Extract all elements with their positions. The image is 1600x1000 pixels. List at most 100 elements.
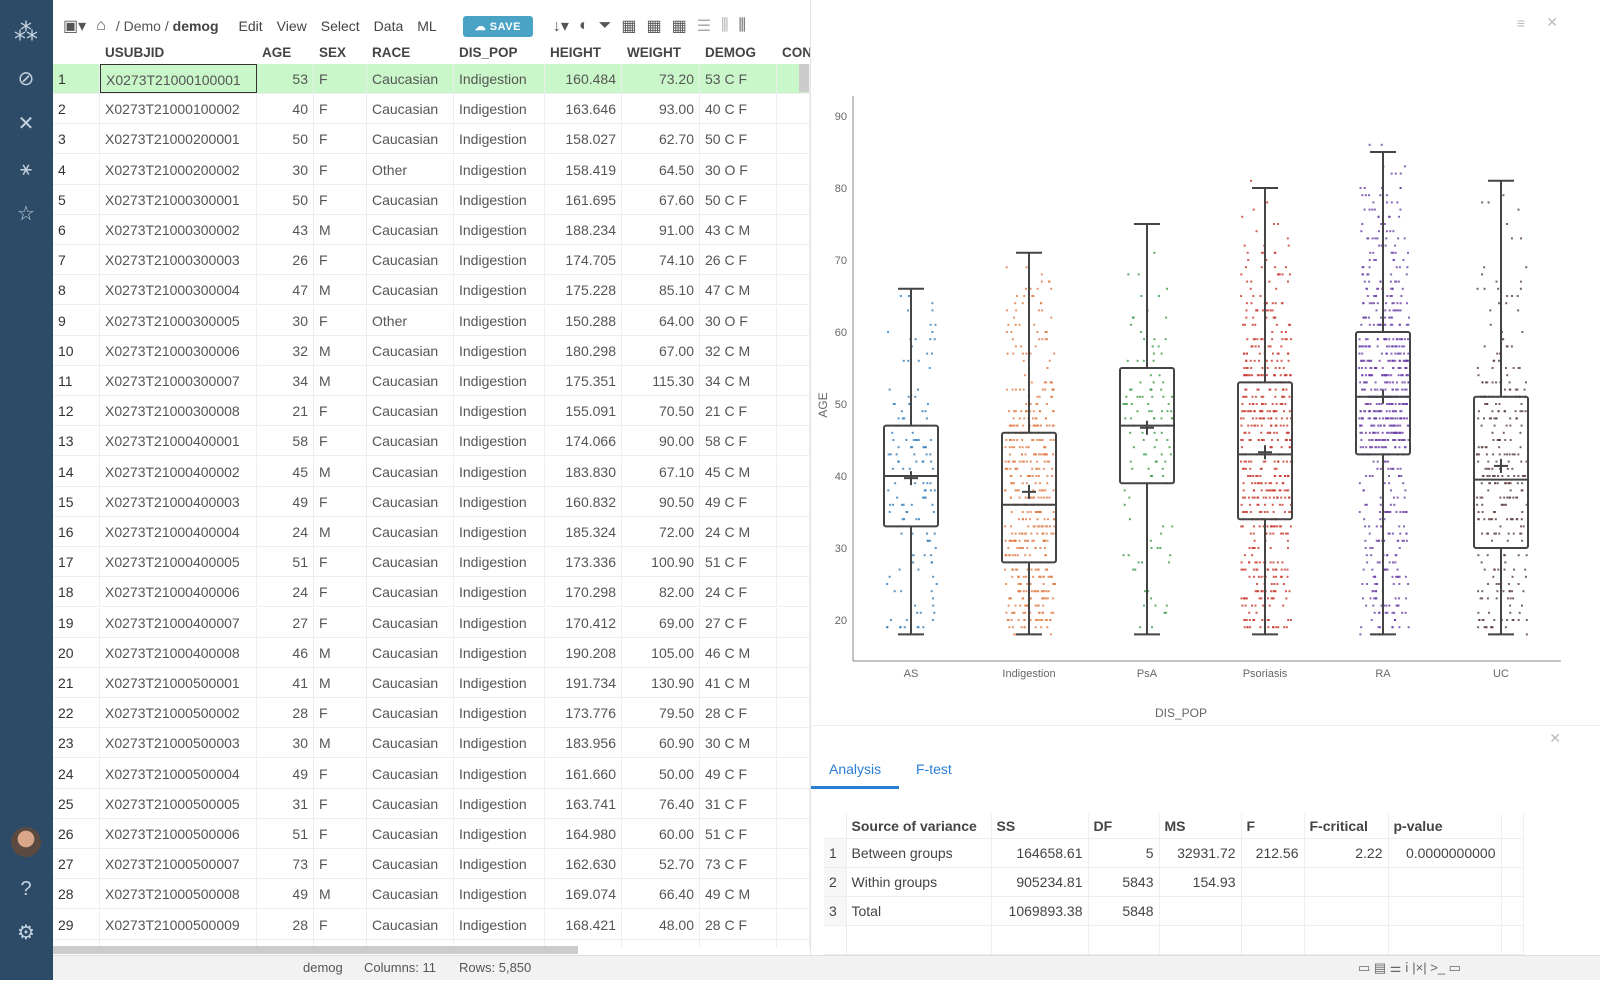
grid-cell[interactable]: F [314,396,367,426]
grid-cell[interactable]: M [314,668,367,697]
table-row[interactable]: 20 X0273T21000400008 46 M Caucasian Indigesti… [53,637,810,668]
grid-cell[interactable]: F [314,758,367,788]
anova-column-header[interactable]: p-value [1388,814,1502,839]
anova-cell[interactable]: 1 [824,838,847,868]
grid-cell[interactable]: 25 [53,788,100,818]
grid-cell[interactable] [777,275,810,305]
anova-cell[interactable] [1159,896,1242,926]
close-panel-icon[interactable]: ✕ [1549,730,1561,746]
grid-cell[interactable]: Indigestion [454,637,545,667]
grid-cell[interactable] [257,939,314,947]
grid-cell[interactable] [777,607,810,637]
grid-cell[interactable]: F [314,426,367,456]
grid-cell[interactable]: 64.00 [622,305,700,335]
grid-cell[interactable]: 28 [53,879,100,909]
grid-cell[interactable]: 28 C F [700,698,777,728]
grid-cell[interactable]: 93.00 [622,94,700,124]
grid-cell[interactable]: X0273T21000500002 [100,698,257,728]
grid-cell[interactable]: 32 C M [700,335,777,365]
anova-cell[interactable]: 1069893.38 [991,896,1089,926]
table-row[interactable]: 26 X0273T21000500006 51 F Caucasian Indigesti… [53,819,810,849]
grid-cell[interactable] [314,939,367,947]
anova-cell[interactable]: 2.22 [1304,838,1389,868]
grid-cell[interactable]: 105.00 [622,637,700,667]
grid-cell[interactable]: Caucasian [367,909,454,939]
grid-cell[interactable] [777,849,810,879]
grid-cell[interactable]: Caucasian [367,366,454,395]
grid-cell[interactable]: 49 C M [700,879,777,909]
grid-cell[interactable]: Caucasian [367,64,454,93]
grid-cell[interactable]: 161.695 [545,184,622,214]
grid-cell[interactable]: X0273T21000400004 [100,517,257,546]
anova-cell[interactable]: 154.93 [1159,867,1242,897]
layout-grid-icon[interactable]: ▦ [621,18,637,35]
table-row[interactable]: 12 X0273T21000300008 21 F Caucasian Indigesti… [53,396,810,427]
grid-cell[interactable]: Caucasian [367,879,454,909]
grid-cell[interactable] [777,758,810,788]
grid-cell[interactable]: 8 [53,275,100,305]
grid-cell[interactable]: 9 [53,305,100,335]
download-icon[interactable]: ↓▾ [552,18,569,35]
grid-cell[interactable]: 169.074 [545,879,622,909]
grid-cell[interactable]: X0273T21000200002 [100,154,257,184]
grid-cell[interactable]: X0273T21000400005 [100,547,257,577]
grid-cell[interactable] [777,668,810,697]
home-icon[interactable]: ⌂ [96,17,106,34]
grid-cell[interactable]: 67.60 [622,184,700,214]
table-row[interactable]: 21 X0273T21000500001 41 M Caucasian Indigesti… [53,668,810,698]
grid-cell[interactable]: M [314,335,367,365]
menu-data[interactable]: Data [373,18,404,34]
table-row[interactable]: 5 X0273T21000300001 50 F Caucasian Indigestio… [53,184,810,215]
grid-cell[interactable]: Caucasian [367,124,454,154]
grid-cell[interactable]: 173.336 [545,547,622,577]
grid-cell[interactable]: 67.00 [622,335,700,365]
grid-cell[interactable]: M [314,275,367,305]
table-row[interactable]: 15 X0273T21000400003 49 F Caucasian Indigesti… [53,486,810,517]
add-columns-icon[interactable]: ⫼ [738,17,746,34]
grid-cell[interactable]: 30 [257,728,314,758]
grid-cell[interactable]: M [314,728,367,758]
grid-cell[interactable]: 73 [257,849,314,879]
grid-cell[interactable]: X0273T21000300003 [100,245,257,275]
grid-cell[interactable]: 3 [53,124,100,154]
grid-cell[interactable]: 115.30 [622,366,700,395]
grid-cell[interactable]: F [314,154,367,184]
grid-cell[interactable]: 185.324 [545,517,622,546]
grid-cell[interactable]: 28 [257,698,314,728]
grid-cell[interactable]: Caucasian [367,486,454,516]
grid-cell[interactable]: Indigestion [454,245,545,275]
grid-cell[interactable]: F [314,698,367,728]
grid-cell[interactable]: Indigestion [454,879,545,909]
grid-cell[interactable]: 183.956 [545,728,622,758]
grid-cell[interactable]: 24 [53,758,100,788]
table-row[interactable]: 18 X0273T21000400006 24 F Caucasian Indigesti… [53,577,810,608]
grid-cell[interactable]: F [314,607,367,637]
grid-cell[interactable]: 74.10 [622,245,700,275]
grid-cell[interactable]: 160.832 [545,486,622,516]
grid-cell[interactable]: Caucasian [367,94,454,124]
anova-cell[interactable] [1388,896,1502,926]
grid-cell[interactable]: 27 C F [700,607,777,637]
table-row[interactable]: 22 X0273T21000500002 28 F Caucasian Indigesti… [53,698,810,729]
grid-cell[interactable]: 49 [257,486,314,516]
table-row[interactable]: 9 X0273T21000300005 30 F Other Indigestion 150… [53,305,810,336]
anova-cell[interactable] [1304,867,1389,897]
grid-cell[interactable]: 45 C M [700,456,777,486]
breadcrumb-demo[interactable]: Demo [123,18,161,34]
grid-cell[interactable]: Caucasian [367,456,454,486]
grid-cell[interactable]: X0273T21000400006 [100,577,257,607]
grid-cell[interactable]: 67.10 [622,456,700,486]
grid-cell[interactable]: 30 O F [700,305,777,335]
grid-cell[interactable]: 164.980 [545,819,622,848]
grid-cell[interactable]: 52.70 [622,849,700,879]
grid-cell[interactable]: F [314,305,367,335]
grid-cell[interactable]: 20 [53,637,100,667]
grid-cell[interactable]: Caucasian [367,215,454,244]
grid-cell[interactable]: 161.660 [545,758,622,788]
grid-cell[interactable]: Caucasian [367,275,454,305]
grid-cell[interactable] [777,94,810,124]
layout-grid-3-icon[interactable]: ▦ [671,18,687,35]
grid-cell[interactable] [777,64,810,93]
anova-row[interactable]: 1 Between groups 164658.61 5 32931.72 212.56 2… [824,838,1524,868]
grid-cell[interactable]: 50.00 [622,758,700,788]
